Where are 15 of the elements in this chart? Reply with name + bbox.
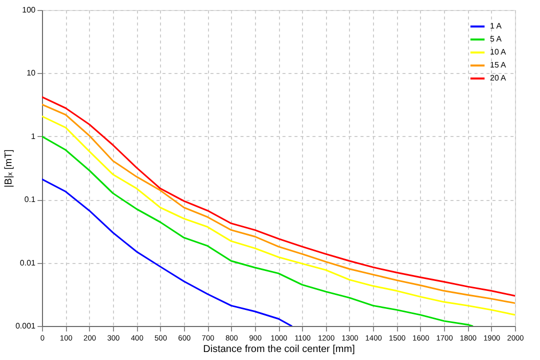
x-axis-title: Distance from the coil center [mm] (203, 344, 356, 355)
y-tick-label: 0.001 (15, 322, 36, 330)
y-axis-title: |B|ₓ [mT] (3, 149, 14, 188)
legend-label: 10 A (490, 48, 507, 56)
y-tick-label: 0.01 (20, 258, 36, 268)
legend-label: 5 A (490, 34, 502, 44)
line-series (42, 178, 292, 326)
y-tick-label: 1 (31, 132, 36, 141)
legend-label: 1 A (490, 22, 502, 30)
legend-label: 15 A (490, 60, 507, 70)
y-tick-label: 10 (26, 68, 36, 78)
legend-label: 20 A (490, 74, 507, 82)
line-series (42, 136, 474, 326)
y-tick-label: 100 (22, 6, 36, 14)
y-tick-label: 0.1 (24, 195, 36, 204)
